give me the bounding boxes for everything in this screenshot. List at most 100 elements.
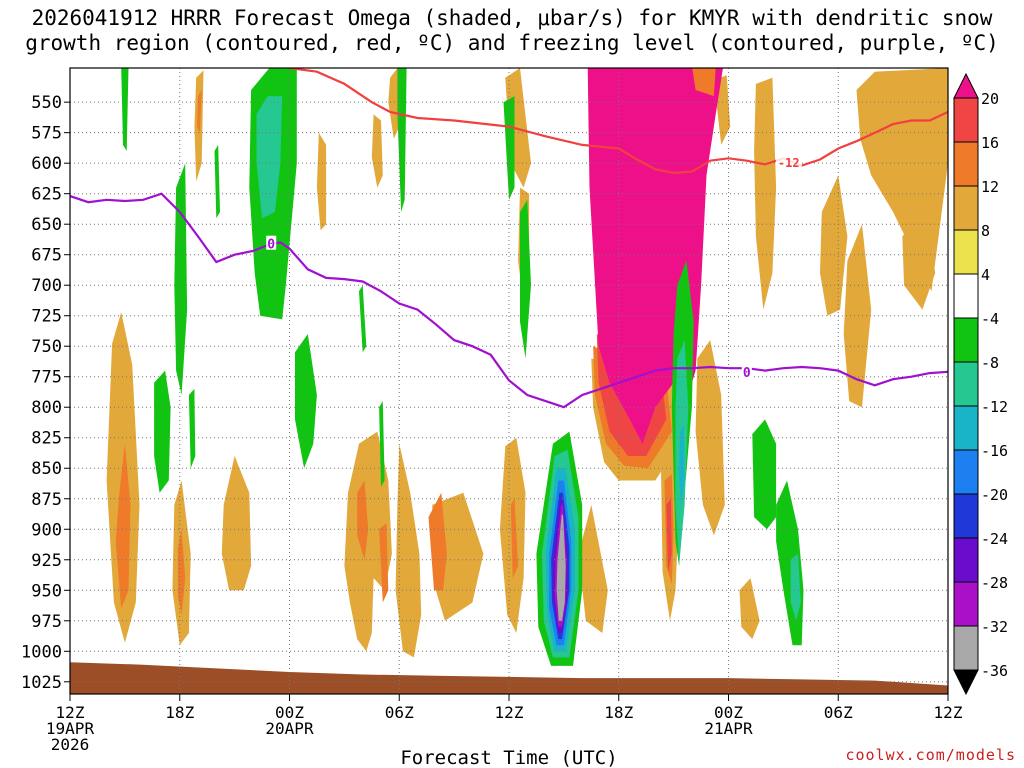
freezing-level-line [70,192,948,409]
omega-region-14 [395,443,422,658]
colorbar-bottom-arrow [953,669,979,696]
colorbar-label-8: -16 [981,442,1008,460]
colorbar-label-0: 20 [981,90,999,108]
y-tick-label-925: 925 [31,551,62,571]
omega-region-6 [221,456,252,591]
x-tick-label-48-line1: 12Z [934,703,963,722]
omega-region-1 [115,443,131,609]
x-axis-label: Forecast Time (UTC) [400,747,617,768]
colorbar-label-12: -32 [981,618,1008,636]
omega-region-40 [174,163,188,395]
omega-region-50 [503,96,515,200]
colorbar-bin-10 [953,493,979,539]
colorbar-label-9: -20 [981,486,1008,504]
omega-region-38 [121,68,129,151]
x-tick-label-0-line2: 19APR [46,719,95,738]
colorbar-bin-11 [953,537,979,583]
omega-region-26 [843,224,872,408]
y-tick-label-900: 900 [31,520,62,540]
omega-region-32 [666,498,672,572]
omega-region-23 [739,578,760,640]
omega-region-54 [679,425,685,505]
source-credit: coolwx.com/models [845,746,1016,764]
x-tick-label-12-line1: 00Z [275,703,304,722]
omega-region-24 [754,77,777,310]
y-tick-label-650: 650 [31,215,62,235]
x-tick-label-24-line1: 12Z [495,703,524,722]
omega-region-57 [790,553,801,621]
omega-region-41 [154,370,171,493]
y-tick-label-850: 850 [31,459,62,479]
colorbar-bin-5 [953,273,979,319]
y-tick-label-800: 800 [31,398,62,418]
colorbar-label-13: -36 [981,662,1008,680]
omega-region-5 [197,90,202,133]
omega-region-25 [820,175,848,316]
colorbar-label-4: 4 [981,266,990,284]
colorbar-bin-4 [953,229,979,275]
dgz-label-bg [775,155,802,170]
omega-region-46 [295,334,317,469]
colorbar-bin-8 [953,405,979,451]
y-tick-label-625: 625 [31,185,62,205]
terrain-fill [70,662,948,694]
y-tick-label-725: 725 [31,307,62,327]
freezing-label-bg-1 [741,363,752,378]
y-tick-label-1025: 1025 [21,673,62,693]
omega-region-51 [520,199,531,359]
colorbar-bin-12 [953,581,979,627]
colorbar-bin-9 [953,449,979,495]
y-tick-label-1000: 1000 [21,642,62,662]
colorbar-bin-13 [953,625,979,671]
colorbar-label-7: -12 [981,398,1008,416]
omega-region-3 [177,529,186,615]
colorbar-label-2: 12 [981,178,999,196]
omega-region-18 [510,498,519,579]
y-tick-label-700: 700 [31,276,62,296]
chart-title-line1: 2026041912 HRRR Forecast Omega (shaded, … [31,6,993,30]
omega-region-45 [256,96,283,219]
omega-region-13 [379,523,389,603]
omega-region-29 [578,504,608,633]
x-tick-label-30-line1: 18Z [604,703,633,722]
colorbar-top-arrow [953,72,979,99]
omega-region-11 [344,431,392,652]
y-tick-label-775: 775 [31,368,62,388]
x-tick-label-18-line1: 06Z [385,703,414,722]
freezing-level-label-0: 0 [267,238,275,253]
freezing-level-label-1: 0 [743,366,751,381]
colorbar-bin-7 [953,361,979,407]
freezing-label-bg-0 [266,235,277,250]
y-tick-label-575: 575 [31,124,62,144]
x-tick-label-36-line1: 00Z [714,703,743,722]
x-tick-label-36-line2: 21APR [704,719,753,738]
colorbar-bin-6 [953,317,979,363]
colorbar-label-10: -24 [981,530,1008,548]
y-tick-label-600: 600 [31,154,62,174]
colorbar-bin-2 [953,141,979,187]
omega-region-12 [357,480,369,560]
x-tick-label-0-line3: 2026 [51,735,90,754]
y-tick-label-950: 950 [31,581,62,601]
omega-region-65 [556,514,566,621]
omega-region-47 [359,285,367,353]
omega-region-37 [692,68,716,97]
omega-region-55 [752,419,777,530]
colorbar-label-6: -8 [981,354,999,372]
x-tick-label-6-line1: 18Z [165,703,194,722]
x-tick-label-42-line1: 06Z [824,703,853,722]
omega-region-16 [428,492,447,591]
colorbar-label-11: -28 [981,574,1008,592]
omega-region-42 [188,388,196,469]
y-tick-label-875: 875 [31,490,62,510]
colorbar-label-3: 8 [981,222,990,240]
colorbar-bin-3 [953,185,979,231]
colorbar-label-5: -4 [981,310,999,328]
omega-region-48 [379,401,385,487]
y-tick-label-550: 550 [31,93,62,113]
x-tick-label-0-line1: 12Z [56,703,85,722]
omega-region-15 [432,492,484,621]
chart-title-line2: growth region (contoured, red, ºC) and f… [25,31,999,55]
y-tick-label-750: 750 [31,337,62,357]
